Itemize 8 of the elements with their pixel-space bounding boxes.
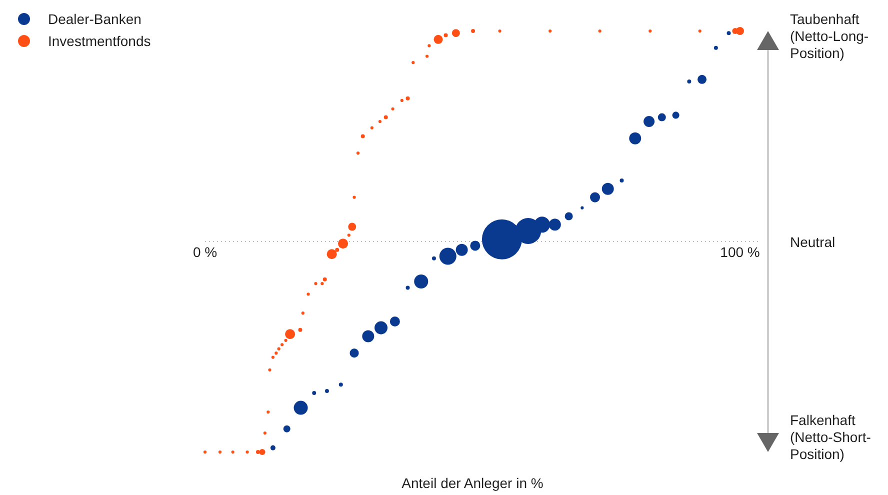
ref-line-label: Neutral xyxy=(790,234,836,250)
x-tick-label: 0 % xyxy=(192,244,218,260)
text: Falkenhaft (Netto-Short-Position) xyxy=(790,412,872,463)
text: Taubenhaft (Netto-Long-Position) xyxy=(790,11,870,62)
x-tick-label: 100 % xyxy=(720,244,760,260)
legend-label: Dealer-Banken xyxy=(48,11,142,27)
legend-label: Investmentfonds xyxy=(48,33,151,49)
x-axis-title: Anteil der Anleger in % xyxy=(400,475,544,491)
